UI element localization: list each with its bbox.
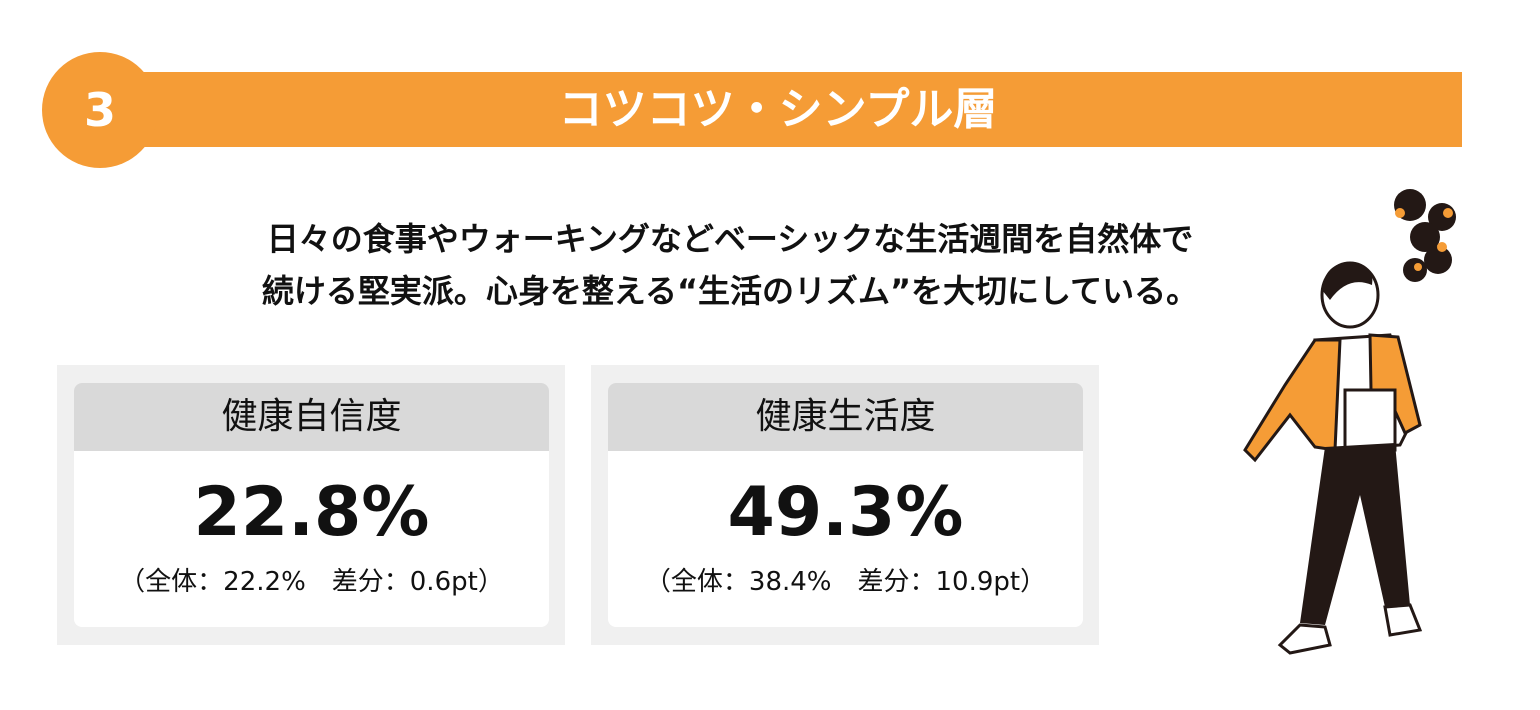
card-body: 健康自信度 22.8% （全体：22.2% 差分：0.6pt）: [74, 383, 549, 627]
badge: 3: [42, 52, 158, 168]
cardigan: [1243, 338, 1342, 463]
trousers: [1300, 443, 1410, 625]
card: 健康自信度 22.8% （全体：22.2% 差分：0.6pt）: [57, 365, 565, 645]
card-value: 49.3%: [727, 473, 964, 552]
card-title: 健康生活度: [608, 383, 1083, 451]
card-note: （全体：38.4% 差分：10.9pt）: [644, 567, 1047, 597]
card-body: 健康生活度 49.3% （全体：38.4% 差分：10.9pt）: [608, 383, 1083, 627]
flowers: [1394, 189, 1456, 282]
description-line: 日々の食事やウォーキングなどベーシックな生活週間を自然体で: [266, 220, 1194, 258]
illustration: [1243, 189, 1456, 655]
card: 健康生活度 49.3% （全体：38.4% 差分：10.9pt）: [591, 365, 1099, 645]
card-title: 健康自信度: [74, 383, 549, 451]
card-note: （全体：22.2% 差分：0.6pt）: [119, 567, 504, 597]
card-value: 22.8%: [193, 473, 430, 552]
title: コツコツ・シンプル層: [558, 84, 998, 135]
title-bar: [60, 72, 1462, 147]
description-line: 続ける堅実派。心身を整える“生活のリズム”を大切にしている。: [261, 272, 1199, 310]
